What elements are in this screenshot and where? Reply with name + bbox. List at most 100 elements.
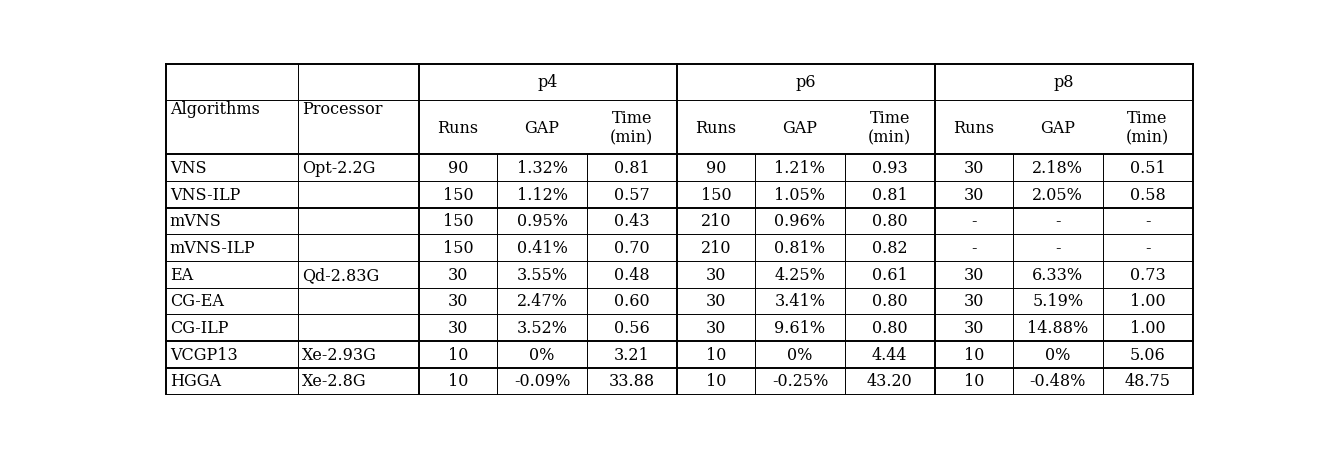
Text: HGGA: HGGA <box>170 373 221 390</box>
Text: Runs: Runs <box>953 120 994 136</box>
Text: 1.21%: 1.21% <box>774 160 825 177</box>
Text: GAP: GAP <box>1040 120 1076 136</box>
Text: 0.51: 0.51 <box>1130 160 1166 177</box>
Text: 30: 30 <box>963 293 984 310</box>
Text: Runs: Runs <box>437 120 478 136</box>
Text: 0.81: 0.81 <box>872 186 908 203</box>
Text: 30: 30 <box>706 293 726 310</box>
Text: 0.82: 0.82 <box>872 239 908 257</box>
Text: 10: 10 <box>448 346 468 363</box>
Text: 0.81%: 0.81% <box>774 239 825 257</box>
Text: mVNS: mVNS <box>170 213 221 230</box>
Text: 210: 210 <box>701 239 731 257</box>
Text: VCGP13: VCGP13 <box>170 346 237 363</box>
Text: 30: 30 <box>963 160 984 177</box>
Text: 30: 30 <box>963 266 984 283</box>
Text: 1.00: 1.00 <box>1130 319 1166 336</box>
Text: Time
(min): Time (min) <box>868 110 912 146</box>
Text: 2.47%: 2.47% <box>517 293 567 310</box>
Text: -0.25%: -0.25% <box>771 373 828 390</box>
Text: 10: 10 <box>963 346 984 363</box>
Text: 3.52%: 3.52% <box>517 319 567 336</box>
Text: Xe-2.93G: Xe-2.93G <box>302 346 378 363</box>
Text: 90: 90 <box>448 160 468 177</box>
Text: 3.55%: 3.55% <box>517 266 567 283</box>
Text: 10: 10 <box>706 373 726 390</box>
Text: 10: 10 <box>706 346 726 363</box>
Text: 0.81: 0.81 <box>613 160 649 177</box>
Text: GAP: GAP <box>783 120 818 136</box>
Text: 4.25%: 4.25% <box>775 266 825 283</box>
Text: 0%: 0% <box>787 346 812 363</box>
Text: Algorithms: Algorithms <box>170 101 260 118</box>
Text: 150: 150 <box>443 186 473 203</box>
Text: VNS-ILP: VNS-ILP <box>170 186 240 203</box>
Text: CG-ILP: CG-ILP <box>170 319 228 336</box>
Text: 30: 30 <box>706 266 726 283</box>
Text: 0.41%: 0.41% <box>517 239 567 257</box>
Text: 0.95%: 0.95% <box>517 213 567 230</box>
Text: 1.00: 1.00 <box>1130 293 1166 310</box>
Text: 0.57: 0.57 <box>613 186 649 203</box>
Text: 0%: 0% <box>530 346 555 363</box>
Text: 5.06: 5.06 <box>1130 346 1166 363</box>
Text: CG-EA: CG-EA <box>170 293 224 310</box>
Text: 150: 150 <box>443 239 473 257</box>
Text: 30: 30 <box>448 319 468 336</box>
Text: 6.33%: 6.33% <box>1032 266 1084 283</box>
Text: Qd-2.83G: Qd-2.83G <box>302 266 379 283</box>
Text: 14.88%: 14.88% <box>1027 319 1088 336</box>
Text: 210: 210 <box>701 213 731 230</box>
Text: 150: 150 <box>701 186 731 203</box>
Text: 30: 30 <box>448 266 468 283</box>
Text: 0.48: 0.48 <box>613 266 649 283</box>
Text: Processor: Processor <box>302 101 383 118</box>
Text: 90: 90 <box>706 160 726 177</box>
Text: VNS: VNS <box>170 160 207 177</box>
Text: 9.61%: 9.61% <box>774 319 825 336</box>
Text: Xe-2.8G: Xe-2.8G <box>302 373 367 390</box>
Text: 1.32%: 1.32% <box>517 160 567 177</box>
Text: p6: p6 <box>795 74 816 91</box>
Text: 2.05%: 2.05% <box>1032 186 1084 203</box>
Text: Runs: Runs <box>696 120 737 136</box>
Text: 0.58: 0.58 <box>1130 186 1166 203</box>
Text: -: - <box>971 239 977 257</box>
Text: 0.56: 0.56 <box>613 319 649 336</box>
Text: 0.93: 0.93 <box>872 160 908 177</box>
Text: 3.41%: 3.41% <box>774 293 825 310</box>
Text: 48.75: 48.75 <box>1125 373 1170 390</box>
Text: -: - <box>1055 213 1060 230</box>
Text: p4: p4 <box>538 74 558 91</box>
Text: Opt-2.2G: Opt-2.2G <box>302 160 375 177</box>
Text: -: - <box>1055 239 1060 257</box>
Text: -: - <box>1145 239 1150 257</box>
Text: 0%: 0% <box>1045 346 1071 363</box>
Text: 2.18%: 2.18% <box>1032 160 1084 177</box>
Text: mVNS-ILP: mVNS-ILP <box>170 239 256 257</box>
Text: 4.44: 4.44 <box>872 346 908 363</box>
Text: 150: 150 <box>443 213 473 230</box>
Text: 10: 10 <box>448 373 468 390</box>
Text: Time
(min): Time (min) <box>611 110 653 146</box>
Text: -0.09%: -0.09% <box>514 373 570 390</box>
Text: 10: 10 <box>963 373 984 390</box>
Text: 0.73: 0.73 <box>1130 266 1166 283</box>
Text: 30: 30 <box>963 319 984 336</box>
Text: Time
(min): Time (min) <box>1126 110 1169 146</box>
Text: -: - <box>1145 213 1150 230</box>
Text: GAP: GAP <box>525 120 559 136</box>
Text: 30: 30 <box>448 293 468 310</box>
Text: 5.19%: 5.19% <box>1032 293 1084 310</box>
Text: 30: 30 <box>963 186 984 203</box>
Text: 1.12%: 1.12% <box>517 186 567 203</box>
Text: EA: EA <box>170 266 193 283</box>
Text: 0.61: 0.61 <box>872 266 908 283</box>
Text: 3.21: 3.21 <box>613 346 649 363</box>
Text: 1.05%: 1.05% <box>774 186 825 203</box>
Text: 0.43: 0.43 <box>613 213 649 230</box>
Text: -0.48%: -0.48% <box>1030 373 1086 390</box>
Text: 0.80: 0.80 <box>872 213 908 230</box>
Text: 0.96%: 0.96% <box>774 213 825 230</box>
Text: 0.60: 0.60 <box>613 293 649 310</box>
